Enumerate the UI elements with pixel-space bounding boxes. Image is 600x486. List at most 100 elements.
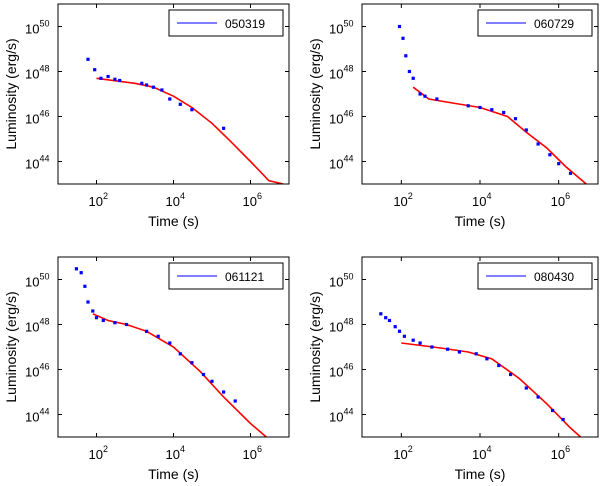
data-point bbox=[557, 162, 561, 166]
y-axis-title: Luminosity (erg/s) bbox=[307, 291, 323, 402]
data-point bbox=[74, 267, 78, 271]
data-point bbox=[402, 334, 406, 338]
data-point bbox=[113, 321, 117, 325]
data-point bbox=[430, 345, 434, 349]
y-axis-title: Luminosity (erg/s) bbox=[3, 38, 19, 149]
x-tick-exponent: 6 bbox=[565, 444, 570, 454]
data-point bbox=[397, 329, 402, 333]
y-tick-label: 1048 bbox=[329, 317, 353, 335]
y-tick-exponent: 46 bbox=[343, 362, 353, 372]
y-tick-label: 1046 bbox=[25, 109, 49, 127]
x-tick-label: 102 bbox=[393, 191, 412, 209]
y-tick-exponent: 50 bbox=[343, 19, 353, 29]
data-point bbox=[536, 395, 540, 399]
data-point bbox=[106, 74, 110, 79]
x-tick-exponent: 4 bbox=[180, 191, 185, 201]
data-point bbox=[490, 108, 494, 112]
y-tick-exponent: 46 bbox=[343, 109, 353, 119]
data-point bbox=[151, 85, 155, 89]
y-tick-label: 1050 bbox=[25, 272, 49, 290]
data-point bbox=[404, 54, 408, 58]
x-tick-exponent: 6 bbox=[257, 444, 262, 454]
y-tick-exponent: 48 bbox=[343, 317, 353, 327]
subplot-1: 102 104 106 1044 1046 1048 1050 Time (s) Luminos… bbox=[3, 3, 290, 229]
x-tick-label: 106 bbox=[551, 191, 570, 209]
x-tick-label: 104 bbox=[472, 444, 491, 462]
y-tick-label: 1046 bbox=[329, 109, 353, 127]
x-axis-title: Time (s) bbox=[455, 466, 506, 482]
data-point bbox=[478, 105, 482, 110]
data-point bbox=[168, 341, 172, 345]
y-tick-exponent: 50 bbox=[39, 19, 49, 29]
y-tick-label: 1048 bbox=[25, 64, 49, 82]
fit-curve bbox=[401, 342, 582, 437]
x-tick-label: 102 bbox=[393, 444, 412, 462]
x-tick-exponent: 2 bbox=[408, 444, 413, 454]
x-tick-label: 102 bbox=[89, 191, 108, 209]
y-tick-exponent: 48 bbox=[343, 64, 353, 74]
subplot-3: 102 104 106 1044 1046 1048 1050 Time (s) Luminos… bbox=[3, 256, 290, 482]
fit-curve bbox=[412, 86, 588, 184]
data-point bbox=[156, 334, 160, 338]
data-point bbox=[497, 363, 501, 368]
data-point bbox=[418, 92, 422, 96]
data-point bbox=[407, 69, 411, 74]
data-point bbox=[509, 372, 513, 377]
data-point bbox=[457, 350, 461, 354]
data-point bbox=[160, 88, 164, 92]
data-point bbox=[401, 36, 405, 40]
data-point bbox=[568, 171, 573, 175]
y-tick-label: 1044 bbox=[329, 154, 353, 172]
data-point bbox=[387, 318, 392, 323]
y-tick-label: 1050 bbox=[329, 272, 353, 290]
data-point bbox=[91, 309, 95, 313]
x-tick-exponent: 2 bbox=[103, 191, 108, 201]
data-point bbox=[145, 329, 149, 333]
y-tick-exponent: 44 bbox=[343, 407, 353, 417]
data-point bbox=[222, 390, 226, 394]
data-point bbox=[466, 104, 470, 108]
y-tick-label: 1044 bbox=[25, 407, 49, 425]
data-point bbox=[140, 81, 144, 85]
x-axis-title: Time (s) bbox=[455, 213, 506, 229]
data-point bbox=[548, 153, 552, 157]
data-point bbox=[536, 142, 540, 146]
subplot-4: 102 104 106 1044 1046 1048 1050 Time (s) Luminos… bbox=[307, 256, 599, 482]
legend-label: 050319 bbox=[225, 17, 265, 31]
data-point bbox=[86, 300, 90, 304]
data-point bbox=[551, 408, 555, 413]
x-tick-exponent: 2 bbox=[408, 191, 413, 201]
data-point bbox=[513, 117, 518, 121]
data-point bbox=[411, 338, 415, 342]
y-tick-exponent: 48 bbox=[39, 64, 49, 74]
y-tick-label: 1044 bbox=[329, 407, 353, 425]
x-tick-exponent: 4 bbox=[486, 191, 491, 201]
y-tick-label: 1050 bbox=[25, 19, 49, 37]
data-point bbox=[384, 316, 388, 320]
data-point bbox=[190, 361, 194, 365]
y-tick-exponent: 48 bbox=[39, 317, 49, 327]
x-tick-label: 104 bbox=[166, 191, 185, 209]
data-point bbox=[411, 76, 415, 80]
data-point bbox=[178, 352, 182, 356]
legend-label: 060729 bbox=[534, 17, 574, 31]
y-tick-exponent: 44 bbox=[39, 154, 49, 164]
data-point bbox=[418, 341, 422, 345]
y-tick-exponent: 50 bbox=[39, 272, 49, 282]
data-point bbox=[86, 57, 90, 61]
data-point bbox=[561, 417, 565, 422]
data-point bbox=[393, 325, 397, 329]
data-point bbox=[524, 386, 528, 390]
data-point bbox=[118, 78, 122, 83]
x-tick-exponent: 2 bbox=[103, 444, 108, 454]
legend-label: 061121 bbox=[225, 270, 264, 284]
data-point bbox=[93, 68, 97, 72]
data-point bbox=[524, 128, 528, 132]
y-tick-label: 1044 bbox=[25, 154, 49, 172]
x-axis-title: Time (s) bbox=[148, 213, 199, 229]
data-point bbox=[210, 379, 214, 383]
fit-curve bbox=[92, 313, 268, 437]
x-tick-label: 102 bbox=[89, 444, 108, 462]
data-point bbox=[397, 24, 402, 29]
